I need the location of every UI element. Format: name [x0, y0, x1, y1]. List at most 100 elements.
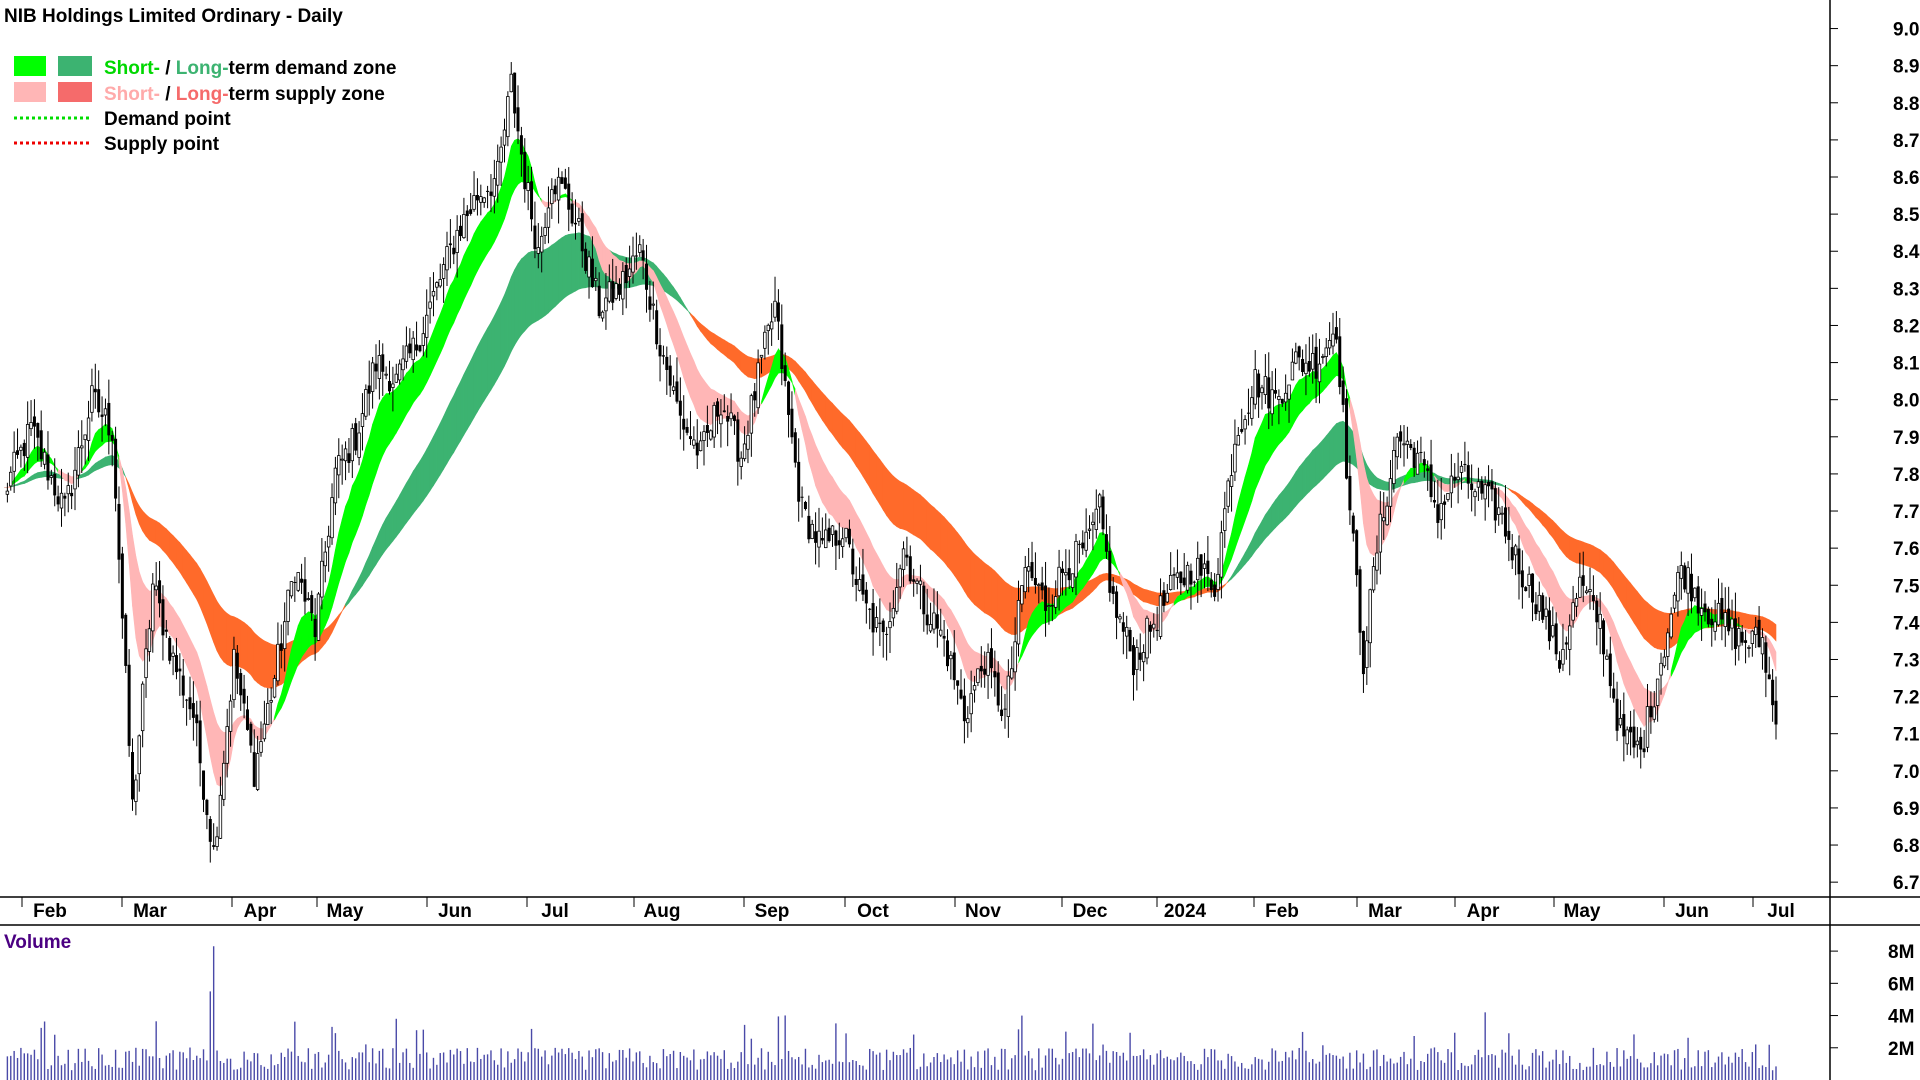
candle-body-down	[959, 689, 963, 699]
candle-body-up	[1287, 384, 1291, 400]
candle-body-up	[404, 345, 409, 362]
candle-body-up	[370, 362, 375, 392]
long-term-zone	[1613, 561, 1618, 597]
candle-body-up	[147, 628, 152, 652]
short-term-zone	[872, 546, 877, 593]
candle-body-down	[1639, 736, 1643, 750]
long-term-zone	[1312, 446, 1317, 489]
candle-body-down	[1608, 653, 1612, 687]
candle-body-up	[874, 617, 879, 628]
long-term-zone	[761, 357, 766, 378]
short-term-zone	[186, 631, 191, 674]
long-term-zone	[740, 351, 745, 375]
candle-body-down	[1591, 595, 1595, 602]
short-term-zone	[1001, 666, 1006, 691]
candle-body-up	[769, 321, 774, 330]
candle-body-up	[840, 538, 845, 547]
candle-body-down	[1520, 570, 1524, 588]
long-term-zone	[1603, 551, 1608, 581]
candle-body-up	[1605, 655, 1609, 660]
short-term-zone	[193, 645, 198, 690]
candle-body-up	[830, 525, 835, 535]
long-term-zone	[257, 635, 262, 687]
x-tick-label: May	[1564, 901, 1601, 922]
short-term-zone	[487, 209, 492, 254]
long-term-zone	[571, 233, 576, 294]
candle-body-up	[1571, 602, 1575, 621]
candle-body-up	[844, 527, 848, 539]
short-term-zone	[412, 360, 417, 404]
candle-body-down	[1101, 496, 1105, 530]
candle-body-up	[1415, 452, 1420, 475]
long-term-zone	[1579, 540, 1584, 566]
long-term-zone	[439, 416, 444, 476]
zones-layer	[3, 138, 1777, 788]
candle-body-down	[1595, 600, 1599, 623]
x-tick-label: Jul	[541, 901, 568, 922]
candle-body-down	[1612, 688, 1616, 699]
long-term-zone	[510, 269, 515, 352]
long-term-zone	[412, 465, 417, 515]
candle-body-up	[638, 244, 642, 253]
candle-body-down	[834, 530, 838, 546]
long-term-zone	[1170, 592, 1175, 605]
long-term-zone	[943, 516, 948, 568]
candle-body-down	[611, 281, 615, 303]
candle-body-up	[526, 182, 530, 191]
long-term-zone	[419, 454, 424, 506]
candle-body-down	[776, 302, 780, 322]
long-term-zone	[568, 233, 573, 296]
short-term-zone	[855, 512, 860, 555]
short-term-zone	[1369, 487, 1374, 556]
x-tick-label: May	[327, 901, 364, 922]
candle-body-down	[1341, 380, 1345, 405]
long-term-zone	[554, 239, 559, 308]
long-term-zone	[463, 367, 468, 436]
candle-body-down	[675, 381, 679, 402]
long-term-zone	[210, 587, 214, 643]
x-tick-label: Apr	[244, 901, 277, 922]
candle-body-down	[513, 72, 517, 114]
candle-body-down	[168, 637, 172, 661]
long-term-zone	[1025, 586, 1029, 630]
long-term-zone	[730, 343, 735, 364]
long-term-zone	[923, 497, 928, 547]
candle-body-up	[350, 428, 355, 462]
candle-body-down	[486, 190, 490, 192]
short-term-zone	[1772, 645, 1777, 672]
candle-body-down	[63, 495, 67, 499]
y-tick-label: 7.10	[1893, 725, 1920, 746]
candle-body-down	[239, 673, 243, 696]
candle-body-down	[1351, 515, 1355, 534]
candle-body-down	[1044, 585, 1048, 611]
long-term-zone	[1008, 583, 1013, 635]
short-term-zone	[368, 424, 373, 496]
candle-body-up	[604, 297, 608, 312]
short-term-zone	[1633, 669, 1638, 716]
short-term-zone	[845, 495, 850, 532]
candle-body-down	[1115, 591, 1119, 618]
short-term-zone	[1298, 378, 1303, 415]
candle-body-down	[1192, 581, 1196, 583]
y-tick-label: 7.80	[1893, 465, 1920, 486]
candle-body-down	[245, 709, 249, 730]
long-term-zone	[1319, 439, 1324, 483]
long-term-zone	[1444, 477, 1449, 485]
candle-body-down	[1422, 459, 1426, 466]
candle-body-down	[1757, 619, 1761, 648]
short-term-zone	[477, 220, 482, 272]
candle-body-down	[70, 492, 74, 497]
long-term-zone	[385, 511, 390, 551]
candle-body-up	[972, 685, 977, 691]
candle-body-down	[574, 222, 578, 225]
long-term-zone	[916, 492, 921, 540]
candle-body-down	[1040, 582, 1044, 591]
short-term-zone	[490, 202, 495, 249]
candle-body-up	[773, 300, 777, 318]
short-term-zone	[1035, 603, 1040, 633]
candle-body-up	[1243, 419, 1247, 430]
candle-body-down	[452, 247, 456, 255]
long-term-zone	[534, 250, 539, 323]
candle-body-up	[1371, 566, 1376, 591]
